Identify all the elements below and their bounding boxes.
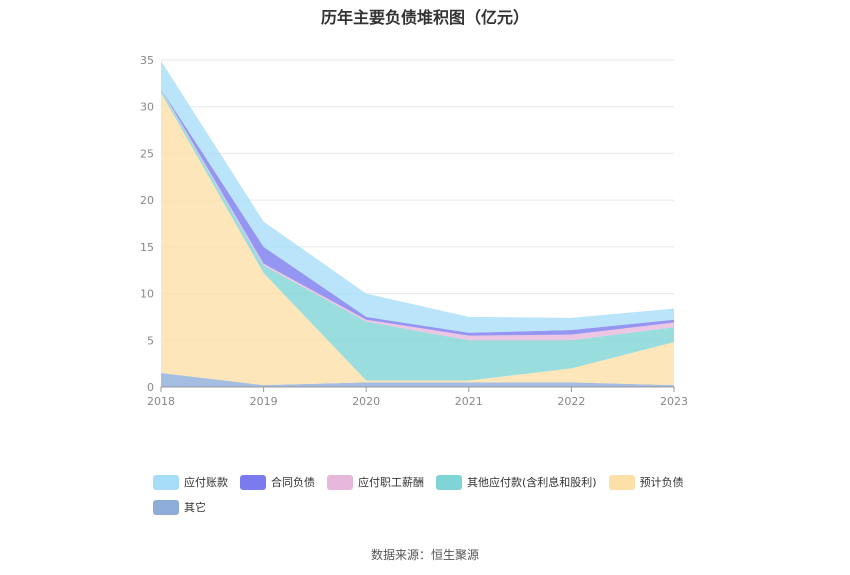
legend-item[interactable]: 应付职工薪酬 — [327, 471, 424, 493]
x-tick-label: 2021 — [455, 395, 483, 408]
x-tick-label: 2022 — [557, 395, 585, 408]
legend-item[interactable]: 合同负债 — [240, 471, 315, 493]
legend-item[interactable]: 其他应付款(含利息和股利) — [436, 471, 597, 493]
legend-label: 合同负债 — [271, 476, 315, 489]
y-tick-label: 0 — [147, 381, 154, 394]
legend-swatch — [608, 474, 635, 490]
axes: 0 5 10 15 20 25 30 35 2018 2019 2020 2021 2022 2023 — [140, 54, 688, 408]
legend-swatch — [436, 474, 462, 490]
legend-label: 其它 — [184, 501, 206, 514]
area-预计负债[interactable] — [161, 92, 674, 386]
y-tick-label: 5 — [147, 334, 154, 347]
legend-label: 应付账款 — [184, 476, 228, 489]
x-tick-label: 2020 — [352, 395, 380, 408]
x-tick-label: 2018 — [147, 395, 175, 408]
legend-swatch — [327, 474, 353, 490]
x-tick-label: 2019 — [250, 395, 278, 408]
y-tick-label: 25 — [140, 147, 154, 160]
x-tick-label: 2023 — [660, 395, 688, 408]
area-其他应付款(含利息和股利)[interactable] — [161, 89, 674, 381]
area-其它[interactable] — [161, 372, 674, 387]
legend-swatch — [153, 474, 179, 490]
source-note: 数据来源：恒生聚源 — [370, 548, 479, 562]
area-series — [161, 60, 674, 387]
chart-title: 历年主要负债堆积图（亿元） — [320, 8, 529, 27]
legend-swatch — [240, 474, 266, 490]
legend-label: 应付职工薪酬 — [358, 476, 424, 489]
legend: 应付账款 合同负债 应付职工薪酬 其他应付款(含利息和股利) 预计负债其它 — [153, 471, 753, 521]
legend-item[interactable]: 其它 — [153, 496, 206, 518]
y-tick-label: 10 — [140, 288, 154, 301]
y-tick-label: 15 — [140, 241, 154, 254]
y-tick-label: 20 — [140, 194, 154, 207]
legend-item[interactable]: 应付账款 — [153, 471, 228, 493]
y-tick-label: 35 — [140, 54, 154, 67]
legend-label: 预计负债 — [639, 476, 684, 489]
legend-item[interactable]: 预计负债 — [608, 471, 684, 493]
legend-label: 其他应付款(含利息和股利) — [467, 476, 597, 489]
area-合同负债[interactable] — [161, 88, 674, 336]
y-tick-label: 30 — [140, 101, 154, 114]
legend-swatch — [153, 499, 179, 515]
